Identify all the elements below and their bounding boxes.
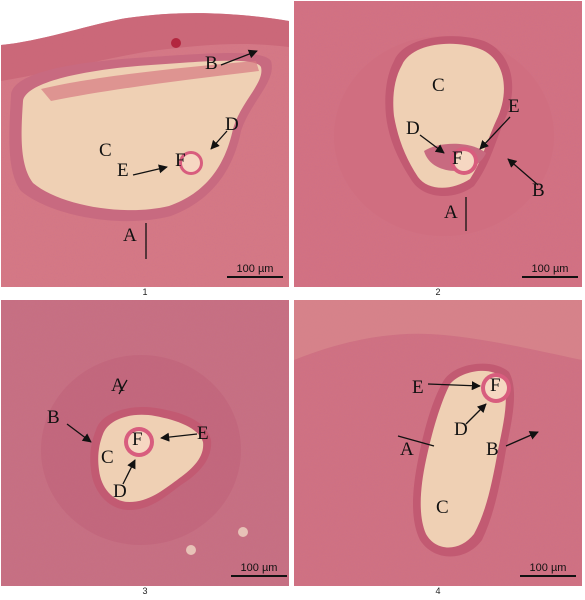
label-b: B	[47, 407, 60, 428]
micrograph-panel-3: A B C F E D 100 µm	[1, 300, 289, 586]
label-b: B	[486, 439, 499, 460]
panel-caption-4: 4	[435, 586, 441, 596]
label-a: A	[123, 225, 137, 246]
label-c: C	[432, 75, 445, 96]
scale-bar-1: 100 µm	[227, 263, 283, 278]
label-b: B	[532, 180, 545, 201]
label-b: B	[205, 53, 218, 74]
label-f: F	[175, 150, 186, 171]
label-a: A	[444, 202, 458, 223]
micrograph-2-image	[294, 1, 582, 287]
label-d: D	[113, 481, 127, 502]
label-a: A	[111, 375, 125, 396]
label-c: C	[101, 447, 114, 468]
micrograph-panel-2: C D E F B A 100 µm	[294, 1, 582, 287]
scale-bar-label: 100 µm	[531, 263, 569, 275]
micrograph-panel-4: E F D A B C 100 µm	[294, 300, 582, 586]
micrograph-1-image	[1, 1, 289, 287]
label-e: E	[117, 160, 129, 181]
scale-bar-label: 100 µm	[236, 263, 274, 275]
label-d: D	[454, 419, 468, 440]
label-e: E	[197, 423, 209, 444]
micrograph-4-image	[294, 300, 582, 586]
label-c: C	[99, 140, 112, 161]
label-e: E	[508, 96, 520, 117]
label-d: D	[225, 114, 239, 135]
label-e: E	[412, 377, 424, 398]
panel-caption-2: 2	[435, 287, 441, 297]
scale-bar-label: 100 µm	[529, 562, 567, 574]
micrograph-3-image	[1, 300, 289, 586]
label-a: A	[400, 439, 414, 460]
scale-bar-2: 100 µm	[522, 263, 578, 278]
scale-bar-3: 100 µm	[231, 562, 287, 577]
micrograph-panel-1: B C D E F A 100 µm	[1, 1, 289, 287]
label-c: C	[436, 497, 449, 518]
label-f: F	[132, 429, 143, 450]
label-d: D	[406, 118, 420, 139]
panel-caption-3: 3	[142, 586, 148, 596]
label-f: F	[452, 148, 463, 169]
scale-bar-4: 100 µm	[520, 562, 576, 577]
panel-caption-1: 1	[142, 287, 148, 297]
scale-bar-label: 100 µm	[240, 562, 278, 574]
label-f: F	[490, 375, 501, 396]
